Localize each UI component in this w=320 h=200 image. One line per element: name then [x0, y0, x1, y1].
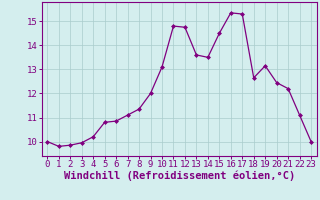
X-axis label: Windchill (Refroidissement éolien,°C): Windchill (Refroidissement éolien,°C) [64, 171, 295, 181]
